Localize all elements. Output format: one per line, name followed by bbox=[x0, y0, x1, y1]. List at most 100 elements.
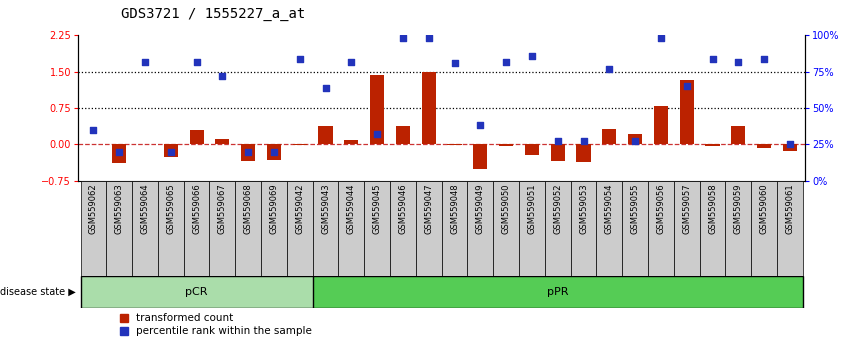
Text: GSM559059: GSM559059 bbox=[734, 183, 743, 234]
Bar bbox=[132, 181, 158, 276]
Point bbox=[242, 149, 255, 154]
Legend: transformed count, percentile rank within the sample: transformed count, percentile rank withi… bbox=[120, 313, 312, 336]
Text: disease state ▶: disease state ▶ bbox=[0, 287, 75, 297]
Text: GSM559058: GSM559058 bbox=[708, 183, 717, 234]
Text: GSM559050: GSM559050 bbox=[501, 183, 511, 234]
Bar bbox=[525, 144, 539, 155]
Point bbox=[757, 56, 771, 62]
Text: GSM559055: GSM559055 bbox=[630, 183, 640, 234]
Bar bbox=[261, 181, 287, 276]
Bar bbox=[654, 105, 668, 144]
Point bbox=[628, 138, 642, 144]
Text: GSM559064: GSM559064 bbox=[140, 183, 150, 234]
Text: GSM559057: GSM559057 bbox=[682, 183, 691, 234]
Bar bbox=[236, 181, 261, 276]
Text: GSM559062: GSM559062 bbox=[89, 183, 98, 234]
Point bbox=[293, 56, 307, 62]
Text: GSM559047: GSM559047 bbox=[424, 183, 433, 234]
Text: GSM559069: GSM559069 bbox=[269, 183, 279, 234]
Text: GSM559053: GSM559053 bbox=[579, 183, 588, 234]
Bar bbox=[396, 126, 410, 144]
Bar bbox=[628, 133, 643, 144]
Point bbox=[396, 35, 410, 41]
Text: GSM559051: GSM559051 bbox=[527, 183, 536, 234]
Bar bbox=[648, 181, 674, 276]
Point bbox=[216, 73, 229, 79]
Point bbox=[499, 59, 513, 64]
Bar bbox=[602, 129, 617, 144]
Point bbox=[706, 56, 720, 62]
Text: GSM559068: GSM559068 bbox=[243, 183, 253, 234]
Text: GSM559044: GSM559044 bbox=[347, 183, 356, 234]
Point bbox=[680, 83, 694, 89]
Text: GSM559066: GSM559066 bbox=[192, 183, 201, 234]
Bar bbox=[158, 181, 184, 276]
Bar bbox=[680, 80, 694, 144]
Point bbox=[783, 141, 797, 147]
Point bbox=[422, 35, 436, 41]
Bar bbox=[422, 72, 436, 144]
Bar bbox=[700, 181, 726, 276]
Bar bbox=[164, 144, 178, 157]
Bar bbox=[551, 144, 565, 161]
Bar bbox=[390, 181, 416, 276]
Bar bbox=[597, 181, 623, 276]
Bar bbox=[777, 181, 803, 276]
Bar bbox=[345, 141, 359, 144]
Bar bbox=[319, 126, 333, 144]
Point bbox=[474, 122, 488, 128]
Bar bbox=[107, 181, 132, 276]
Text: GSM559063: GSM559063 bbox=[114, 183, 124, 234]
Point bbox=[732, 59, 746, 64]
Text: GSM559048: GSM559048 bbox=[450, 183, 459, 234]
Bar bbox=[674, 181, 700, 276]
Bar bbox=[473, 144, 488, 170]
Bar bbox=[783, 144, 797, 150]
Text: GSM559060: GSM559060 bbox=[759, 183, 769, 234]
Text: pCR: pCR bbox=[185, 287, 208, 297]
Bar bbox=[241, 144, 255, 161]
Bar bbox=[468, 181, 494, 276]
Bar bbox=[448, 144, 462, 145]
Point bbox=[319, 85, 333, 91]
Bar bbox=[416, 181, 442, 276]
Bar bbox=[494, 181, 519, 276]
Text: GSM559045: GSM559045 bbox=[372, 183, 382, 234]
Text: pPR: pPR bbox=[547, 287, 568, 297]
Text: GSM559067: GSM559067 bbox=[218, 183, 227, 234]
Bar bbox=[365, 181, 390, 276]
Point bbox=[113, 149, 126, 154]
Bar bbox=[577, 144, 591, 162]
Point bbox=[138, 59, 152, 64]
Text: GSM559054: GSM559054 bbox=[604, 183, 614, 234]
Point bbox=[577, 138, 591, 144]
Bar bbox=[287, 181, 313, 276]
Text: GSM559046: GSM559046 bbox=[398, 183, 408, 234]
Bar bbox=[81, 276, 313, 308]
Bar bbox=[545, 181, 571, 276]
Bar bbox=[757, 144, 772, 148]
Bar bbox=[370, 75, 385, 144]
Point bbox=[190, 59, 204, 64]
Bar bbox=[751, 181, 777, 276]
Bar bbox=[313, 181, 339, 276]
Point bbox=[87, 127, 100, 133]
Bar bbox=[81, 181, 107, 276]
Point bbox=[448, 60, 462, 66]
Bar bbox=[190, 130, 204, 144]
Bar bbox=[184, 181, 210, 276]
Point bbox=[654, 35, 668, 41]
Point bbox=[603, 66, 617, 72]
Bar bbox=[339, 181, 365, 276]
Bar bbox=[519, 181, 545, 276]
Bar bbox=[706, 144, 720, 146]
Bar bbox=[112, 144, 126, 162]
Point bbox=[551, 138, 565, 144]
Point bbox=[345, 59, 359, 64]
Bar bbox=[731, 126, 746, 144]
Bar bbox=[442, 181, 468, 276]
Point bbox=[164, 149, 178, 154]
Bar bbox=[313, 276, 803, 308]
Text: GSM559049: GSM559049 bbox=[475, 183, 485, 234]
Bar bbox=[293, 144, 307, 145]
